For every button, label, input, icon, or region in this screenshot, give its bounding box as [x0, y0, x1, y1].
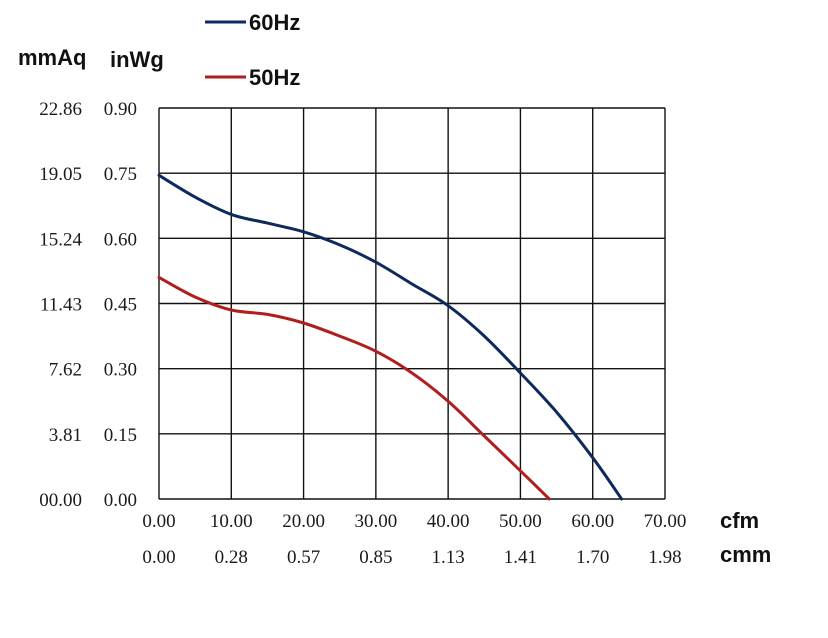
x2-tick-label: 0.85: [359, 547, 392, 568]
series-line-60hz: [157, 173, 624, 501]
x2-tick-label: 1.13: [432, 547, 465, 568]
y-tick-label: 0.60: [104, 229, 137, 250]
x-tick-label: 30.00: [354, 511, 397, 532]
x-tick-label: 60.00: [571, 511, 614, 532]
y2-tick-label: 7.62: [49, 360, 82, 381]
x2-tick-label: 1.70: [576, 547, 609, 568]
x-tick-label: 50.00: [499, 511, 542, 532]
x-tick-label: 70.00: [644, 511, 687, 532]
x-tick-label: 0.00: [142, 511, 175, 532]
y-tick-label: 0.45: [104, 295, 137, 316]
series-line-50hz: [157, 275, 551, 501]
y2-tick-labels: 00.00 3.81 7.62 11.43 15.24 19.05 22.86: [39, 99, 82, 511]
y2-unit-label: mmAq: [18, 45, 86, 70]
y-tick-label: 0.00: [104, 490, 137, 511]
legend: 60Hz 50Hz: [205, 10, 300, 90]
y2-tick-label: 11.43: [40, 295, 82, 316]
x2-tick-label: 0.57: [287, 547, 320, 568]
x2-unit-label: cmm: [720, 542, 771, 567]
x-tick-labels: 0.00 10.00 20.00 30.00 40.00 50.00 60.00 70.00: [142, 511, 686, 532]
y-tick-labels: 0.00 0.15 0.30 0.45 0.60 0.75 0.90: [104, 99, 137, 511]
legend-label-50hz: 50Hz: [249, 65, 300, 90]
x2-tick-label: 1.98: [648, 547, 681, 568]
series-lines: [157, 173, 624, 501]
grid: [158, 107, 666, 500]
x2-tick-label: 1.41: [504, 547, 537, 568]
x-tick-label: 40.00: [427, 511, 470, 532]
x-tick-label: 10.00: [210, 511, 253, 532]
y-unit-label: inWg: [110, 47, 164, 72]
legend-label-60hz: 60Hz: [249, 10, 300, 35]
y-tick-label: 0.75: [104, 164, 137, 185]
y2-tick-label: 22.86: [39, 99, 82, 120]
y-tick-label: 0.15: [104, 425, 137, 446]
x-tick-label: 20.00: [282, 511, 325, 532]
x2-tick-label: 0.00: [142, 547, 175, 568]
y-tick-label: 0.90: [104, 99, 137, 120]
x2-tick-label: 0.28: [215, 547, 248, 568]
x2-tick-labels: 0.00 0.28 0.57 0.85 1.13 1.41 1.70 1.98: [142, 547, 681, 568]
x-unit-label: cfm: [720, 508, 759, 533]
y2-tick-label: 15.24: [39, 229, 82, 250]
y2-tick-label: 00.00: [39, 490, 82, 511]
y2-tick-label: 19.05: [39, 164, 82, 185]
y-tick-label: 0.30: [104, 360, 137, 381]
y2-tick-label: 3.81: [49, 425, 82, 446]
